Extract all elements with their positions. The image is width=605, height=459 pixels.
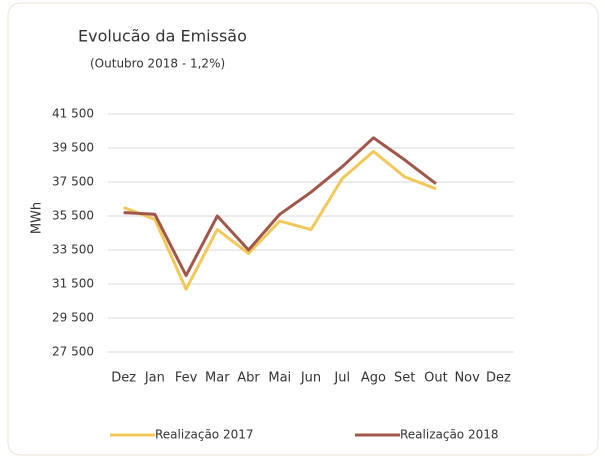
y-tick-label: 31 500	[52, 277, 94, 291]
chart-subtitle: (Outubro 2018 - 1,2%)	[90, 57, 225, 71]
x-tick-label: Abr	[237, 371, 260, 386]
x-tick-label: Mai	[268, 371, 291, 386]
y-tick-label: 33 500	[52, 243, 94, 257]
series-line	[123, 136, 437, 277]
card	[7, 2, 599, 456]
x-tick-label: Ago	[361, 371, 386, 386]
x-tick-label: Jan	[144, 371, 165, 386]
y-tick-label: 37 500	[52, 175, 94, 189]
y-tick-label: 29 500	[52, 311, 94, 325]
x-tick-label: Jul	[333, 371, 350, 386]
y-tick-label: 27 500	[52, 345, 94, 359]
x-tick-label: Set	[394, 371, 415, 386]
x-tick-label: Out	[424, 371, 448, 386]
legend-label: Realização 2018	[400, 428, 499, 442]
chart-title: Evolucão da Emissão	[78, 27, 247, 46]
y-axis-label: MWh	[30, 202, 45, 234]
x-tick-label: Jun	[300, 371, 321, 386]
x-tick-label: Dez	[486, 371, 511, 386]
x-tick-label: Dez	[111, 371, 136, 386]
legend-label: Realização 2017	[155, 428, 254, 442]
series-line	[123, 149, 437, 291]
y-tick-label: 41 500	[52, 107, 94, 121]
x-tick-label: Fev	[175, 371, 198, 386]
y-tick-label: 35 500	[52, 209, 94, 223]
y-tick-label: 39 500	[52, 141, 94, 155]
x-tick-label: Mar	[205, 371, 230, 386]
x-tick-label: Nov	[454, 371, 480, 386]
